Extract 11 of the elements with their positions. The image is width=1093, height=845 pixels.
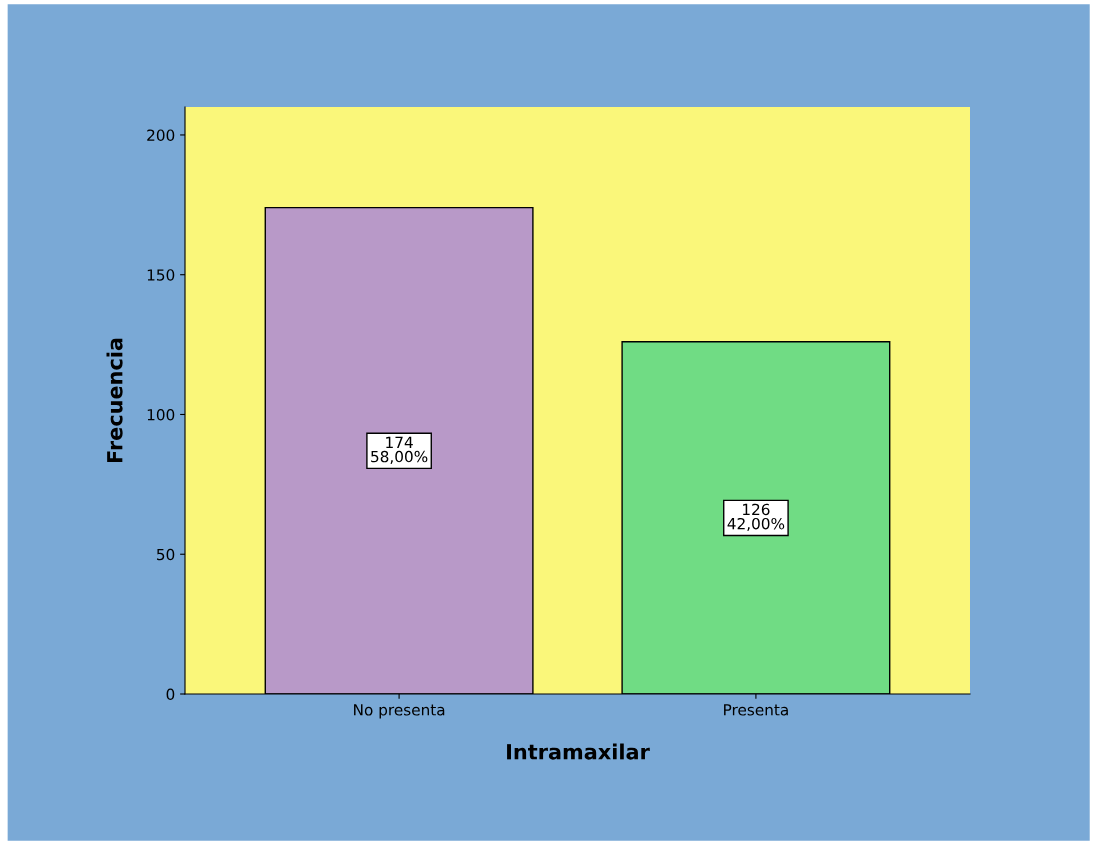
y-tick-label: 150 bbox=[147, 269, 175, 281]
x-tick-label: No presenta bbox=[354, 704, 445, 719]
y-axis-title: Frecuencia bbox=[106, 338, 123, 463]
data-label: 126 42,00% bbox=[727, 503, 785, 531]
x-tick-label: Presenta bbox=[724, 704, 788, 716]
x-axis-title: Intramaxilar bbox=[507, 743, 650, 760]
y-tick-label: 100 bbox=[147, 408, 175, 421]
y-tick-label: 200 bbox=[147, 129, 175, 141]
y-tick-label: 50 bbox=[157, 548, 175, 561]
data-label: 174 58,00% bbox=[371, 436, 428, 464]
y-tick-label: 0 bbox=[166, 688, 175, 701]
